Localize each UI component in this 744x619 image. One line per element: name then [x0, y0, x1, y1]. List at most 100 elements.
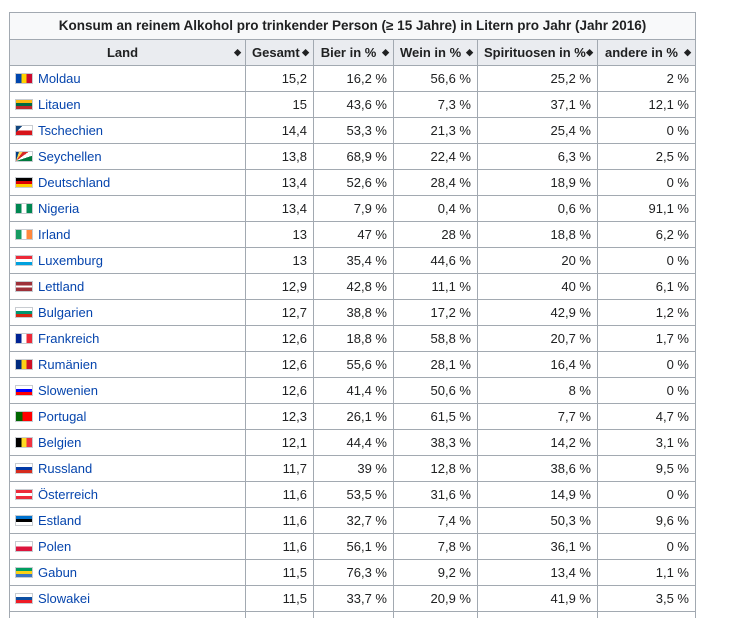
column-header-bier[interactable]: Bier in % ◆	[313, 39, 394, 66]
country-link[interactable]: Rumänien	[38, 357, 98, 372]
cell-spir: 8 %	[477, 377, 598, 404]
table-row: Moldau 15,2 16,2 % 56,6 % 25,2 % 2 %	[9, 65, 696, 92]
cell-wein: 58,8 %	[393, 325, 478, 352]
table-row: Litauen 15 43,6 % 7,3 % 37,1 % 12,1 %	[9, 91, 696, 118]
cell-gesamt: 15	[245, 91, 314, 118]
country-link[interactable]: Moldau	[38, 71, 81, 86]
cell-gesamt: 11,5	[245, 559, 314, 586]
column-header-andere[interactable]: andere in % ◆	[597, 39, 696, 66]
country-link[interactable]: Polen	[38, 539, 72, 554]
cell-wein: 44,6 %	[393, 247, 478, 274]
cell-wein: 28,1 %	[393, 351, 478, 378]
cell-andere: 9,5 %	[597, 455, 696, 482]
cell-bier: 53,5 %	[313, 481, 394, 508]
sort-arrows-icon[interactable]: ◆	[586, 47, 593, 57]
cell-spir: 18,9 %	[477, 169, 598, 196]
country-link[interactable]: Luxemburg	[38, 253, 104, 268]
cell-wein: 17,2 %	[393, 299, 478, 326]
cell-wein: 12,8 %	[393, 455, 478, 482]
table-row: Deutschland 13,4 52,6 % 28,4 % 18,9 % 0 %	[9, 169, 696, 196]
country-link[interactable]: Österreich	[38, 487, 98, 502]
cell-andere: 1,1 %	[597, 559, 696, 586]
flag-icon	[15, 177, 33, 188]
cell-andere: 0 %	[597, 377, 696, 404]
cell-spir: 18,8 %	[477, 221, 598, 248]
country-link[interactable]: Portugal	[38, 409, 87, 424]
sort-arrows-icon[interactable]: ◆	[234, 47, 241, 57]
cell-wein: 50,6 %	[393, 377, 478, 404]
flag-icon	[15, 307, 33, 318]
cell-land: Österreich	[9, 481, 246, 508]
flag-icon	[15, 359, 33, 370]
header-row: Land ◆ Gesamt ◆ Bier in % ◆ Wein in % ◆ Spir…	[9, 39, 696, 66]
cell-andere: 2 %	[597, 65, 696, 92]
cell-wein: 0,4 %	[393, 195, 478, 222]
cell-gesamt: 12,1	[245, 429, 314, 456]
sort-arrows-icon[interactable]: ◆	[302, 47, 309, 57]
table-row: Irland 13 47 % 28 % 18,8 % 6,2 %	[9, 221, 696, 248]
country-link[interactable]: Deutschland	[38, 175, 111, 190]
country-link[interactable]: Nigeria	[38, 201, 80, 216]
cell-andere: 0 %	[597, 247, 696, 274]
country-link[interactable]: Irland	[38, 227, 71, 242]
table-row: Estland 11,6 32,7 % 7,4 % 50,3 % 9,6 %	[9, 507, 696, 534]
flag-icon	[15, 203, 33, 214]
column-header-gesamt[interactable]: Gesamt ◆	[245, 39, 314, 66]
country-link[interactable]: Lettland	[38, 279, 85, 294]
cell-bier: 38,8 %	[313, 299, 394, 326]
country-link[interactable]: Belgien	[38, 435, 82, 450]
country-link[interactable]: Seychellen	[38, 149, 102, 164]
country-link[interactable]: Estland	[38, 513, 82, 528]
cell-wein: 20,9 %	[393, 585, 478, 612]
cell-empty	[245, 611, 314, 618]
sort-arrows-icon[interactable]: ◆	[684, 47, 691, 57]
country-link[interactable]: Russland	[38, 461, 93, 476]
cell-empty	[313, 611, 394, 618]
table-row: Russland 11,7 39 % 12,8 % 38,6 % 9,5 %	[9, 455, 696, 482]
header-label: Gesamt	[252, 45, 300, 60]
table-row: Luxemburg 13 35,4 % 44,6 % 20 % 0 %	[9, 247, 696, 274]
cell-land: Litauen	[9, 91, 246, 118]
table-row: Seychellen 13,8 68,9 % 22,4 % 6,3 % 2,5 %	[9, 143, 696, 170]
cell-bier: 18,8 %	[313, 325, 394, 352]
column-header-wein[interactable]: Wein in % ◆	[393, 39, 478, 66]
cell-gesamt: 11,5	[245, 585, 314, 612]
table-row: Gabun 11,5 76,3 % 9,2 % 13,4 % 1,1 %	[9, 559, 696, 586]
cell-wein: 28,4 %	[393, 169, 478, 196]
flag-icon	[15, 99, 33, 110]
cell-andere: 3,5 %	[597, 585, 696, 612]
cell-andere: 2,5 %	[597, 143, 696, 170]
country-link[interactable]: Gabun	[38, 565, 78, 580]
country-link[interactable]: Litauen	[38, 97, 81, 112]
country-link[interactable]: Frankreich	[38, 331, 100, 346]
cell-andere: 1,7 %	[597, 325, 696, 352]
header-label: Bier in %	[320, 45, 377, 60]
cell-land: Gabun	[9, 559, 246, 586]
cell-bier: 26,1 %	[313, 403, 394, 430]
country-link[interactable]: Slowenien	[38, 383, 98, 398]
sort-arrows-icon[interactable]: ◆	[466, 47, 473, 57]
cell-bier: 39 %	[313, 455, 394, 482]
cell-gesamt: 15,2	[245, 65, 314, 92]
flag-icon	[15, 385, 33, 396]
table-row: Belgien 12,1 44,4 % 38,3 % 14,2 % 3,1 %	[9, 429, 696, 456]
cell-andere: 4,7 %	[597, 403, 696, 430]
header-label: andere in %	[605, 45, 678, 60]
cell-bier: 33,7 %	[313, 585, 394, 612]
flag-icon	[15, 125, 33, 136]
cell-andere: 6,2 %	[597, 221, 696, 248]
cell-land: Luxemburg	[9, 247, 246, 274]
cell-wein: 9,2 %	[393, 559, 478, 586]
column-header-spirituosen[interactable]: Spirituosen in % ◆	[477, 39, 598, 66]
cell-andere: 1,2 %	[597, 299, 696, 326]
country-link[interactable]: Tschechien	[38, 123, 104, 138]
country-link[interactable]: Bulgarien	[38, 305, 93, 320]
cell-land: Portugal	[9, 403, 246, 430]
column-header-land[interactable]: Land ◆	[9, 39, 246, 66]
cell-bier: 32,7 %	[313, 507, 394, 534]
sort-arrows-icon[interactable]: ◆	[382, 47, 389, 57]
country-link[interactable]: Slowakei	[38, 591, 91, 606]
cell-gesamt: 12,6	[245, 325, 314, 352]
cell-gesamt: 13,8	[245, 143, 314, 170]
flag-icon	[15, 281, 33, 292]
